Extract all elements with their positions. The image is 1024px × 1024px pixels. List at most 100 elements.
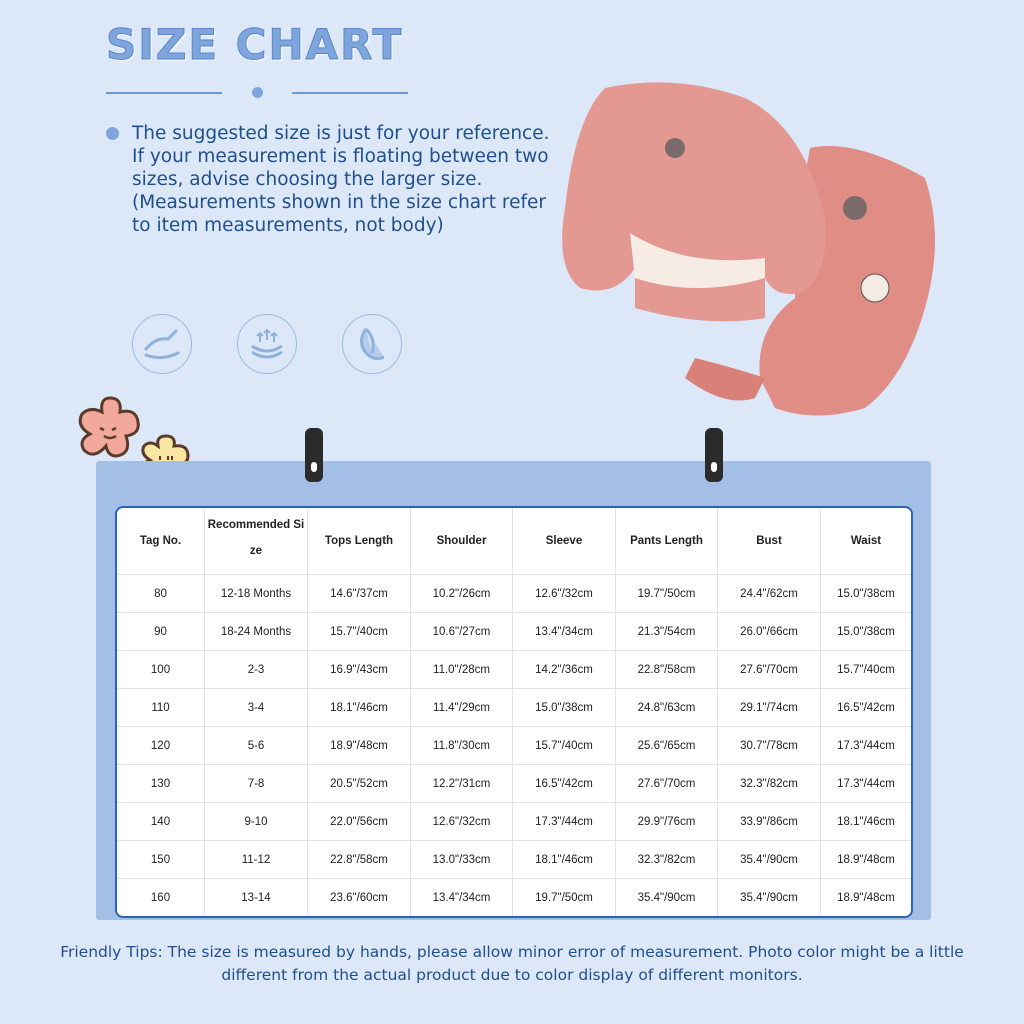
table-cell: 18.9"/48cm (837, 891, 895, 904)
table-cell: 18.1"/46cm (821, 803, 911, 841)
table-cell: 27.6"/70cm (616, 765, 718, 803)
table-cell: 12.2"/31cm (411, 765, 513, 803)
table-cell: 18.1"/46cm (308, 689, 411, 727)
table-cell: 16.5"/42cm (821, 689, 911, 727)
column-header: Tag No. (117, 508, 205, 575)
table-cell: 100 (117, 651, 205, 689)
table-cell: 17.3"/44cm (821, 765, 911, 803)
clip-left (305, 428, 323, 482)
table-cell: 13.0"/33cm (411, 841, 513, 879)
friendly-tips: Friendly Tips: The size is measured by h… (60, 943, 964, 984)
size-note: The suggested size is just for your refe… (132, 123, 550, 236)
table-cell: 22.8"/58cm (616, 651, 718, 689)
table-cell: 110 (117, 689, 205, 727)
column-header: Sleeve (513, 508, 616, 575)
table-cell: 32.3"/82cm (718, 765, 821, 803)
table-cell: 15.7"/40cm (513, 727, 616, 765)
table-row: 120 5-6 18.9"/48cm 11.8"/30cm 15.7"/40cm 25.6… (117, 727, 911, 765)
table-cell: 14.6"/37cm (308, 575, 411, 613)
feature-icons (132, 314, 402, 374)
table-cell: 80 (117, 575, 205, 613)
pink-flower-icon (78, 396, 140, 458)
table-row: 80 12-18 Months 14.6"/37cm 10.2"/26cm 12.6"/… (117, 575, 911, 613)
table-cell: 15.0"/38cm (821, 575, 911, 613)
table-cell: 25.6"/65cm (616, 727, 718, 765)
feather-soft-icon (342, 314, 402, 374)
table-cell: 18.9"/48cm (308, 727, 411, 765)
table-cell: 15.7"/40cm (308, 613, 411, 651)
table-cell: 7-8 (205, 765, 308, 803)
column-header: Bust (718, 508, 821, 575)
table-cell: 17.3"/44cm (513, 803, 616, 841)
table-cell: 10.2"/26cm (411, 575, 513, 613)
table-cell: 2-3 (205, 651, 308, 689)
table-cell: 32.3"/82cm (616, 841, 718, 879)
table-cell: 35.4"/90cm (718, 879, 821, 916)
column-header: Waist (821, 508, 911, 575)
table-cell: 160 (117, 879, 205, 916)
table-cell: 21.3"/54cm (616, 613, 718, 651)
product-pajama-image (562, 82, 935, 416)
table-cell: 19.7"/50cm (616, 575, 718, 613)
page-title: SIZE CHART (105, 20, 404, 70)
table-cell: 11.4"/29cm (411, 689, 513, 727)
table-cell: 14.2"/36cm (513, 651, 616, 689)
table-cell: 24.8"/63cm (616, 689, 718, 727)
divider-left (106, 92, 222, 94)
table-cell: 3-4 (205, 689, 308, 727)
divider-dot (252, 87, 263, 98)
table-cell: 13.4"/34cm (411, 879, 513, 916)
table-cell: 24.4"/62cm (718, 575, 821, 613)
column-header: Tops Length (308, 508, 411, 575)
table-cell: 11.8"/30cm (411, 727, 513, 765)
table-cell: 90 (117, 613, 205, 651)
size-table: Tag No. Recommended Size Tops Length Should… (115, 506, 913, 918)
table-cell: 23.6"/60cm (308, 879, 411, 916)
clip-right (705, 428, 723, 482)
table-cell: 29.1"/74cm (718, 689, 821, 727)
table-row: 100 2-3 16.9"/43cm 11.0"/28cm 14.2"/36cm 22.8… (117, 651, 911, 689)
table-cell: 15.7"/40cm (821, 651, 911, 689)
table-cell: 16.9"/43cm (308, 651, 411, 689)
bullet-dot (106, 127, 119, 140)
table-cell: 11.0"/28cm (411, 651, 513, 689)
table-cell: 26.0"/66cm (718, 613, 821, 651)
table-cell: 22.0"/56cm (308, 803, 411, 841)
table-cell: 29.9"/76cm (616, 803, 718, 841)
table-cell: 12.6"/32cm (411, 803, 513, 841)
table-cell: 120 (117, 727, 205, 765)
table-cell: 130 (117, 765, 205, 803)
column-header: Recommended Size (205, 508, 308, 575)
stretch-icon (237, 314, 297, 374)
column-header: Pants Length (616, 508, 718, 575)
table-cell: 140 (117, 803, 205, 841)
table-cell: 13-14 (205, 879, 308, 916)
table-cell: 27.6"/70cm (718, 651, 821, 689)
table-cell: 19.7"/50cm (513, 879, 616, 916)
divider-right (292, 92, 408, 94)
table-row: 160 13-14 23.6"/60cm 13.4"/34cm 19.7"/50cm 35… (117, 879, 911, 916)
table-cell: 20.5"/52cm (308, 765, 411, 803)
table-row: 110 3-4 18.1"/46cm 11.4"/29cm 15.0"/38cm 24.8… (117, 689, 911, 727)
table-cell: 33.9"/86cm (718, 803, 821, 841)
table-cell: 35.4"/90cm (718, 841, 821, 879)
table-header-row: Tag No. Recommended Size Tops Length Should… (117, 508, 911, 575)
table-cell: 5-6 (205, 727, 308, 765)
table-cell: 16.5"/42cm (513, 765, 616, 803)
hand-feel-icon (132, 314, 192, 374)
table-cell: 12.6"/32cm (513, 575, 616, 613)
table-cell: 35.4"/90cm (616, 879, 718, 916)
table-cell: 12-18 Months (205, 575, 308, 613)
table-cell: 18-24 Months (205, 613, 308, 651)
table-row: 90 18-24 Months 15.7"/40cm 10.6"/27cm 13.4"/… (117, 613, 911, 651)
table-cell: 17.3"/44cm (821, 727, 911, 765)
table-cell: 22.8"/58cm (308, 841, 411, 879)
table-cell: 15.0"/38cm (513, 689, 616, 727)
table-cell: 18.1"/46cm (513, 841, 616, 879)
table-cell: 150 (117, 841, 205, 879)
table-row: 150 11-12 22.8"/58cm 13.0"/33cm 18.1"/46cm 32… (117, 841, 911, 879)
table-cell: 10.6"/27cm (411, 613, 513, 651)
table-cell: 18.9"/48cm (821, 841, 911, 879)
table-cell: 11-12 (205, 841, 308, 879)
table-cell: 15.0"/38cm (821, 613, 911, 651)
